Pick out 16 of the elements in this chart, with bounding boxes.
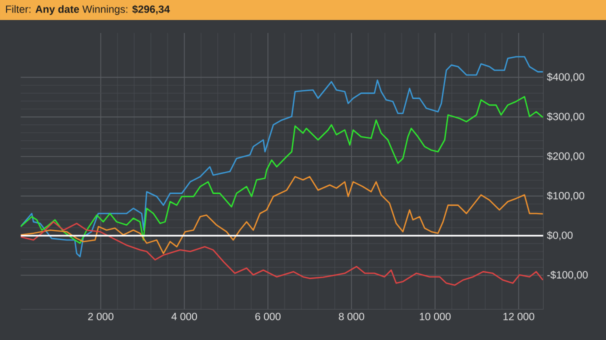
y-tick-label: $100,00: [546, 192, 584, 201]
y-tick-label: $300,00: [546, 112, 584, 122]
y-tick-label: $200,00: [546, 152, 584, 162]
x-tick-label: 12 000: [503, 312, 534, 320]
y-tick-label: $0,00: [546, 231, 573, 240]
x-tick-label: 4 000: [171, 312, 197, 320]
x-tick-label: 6 000: [255, 312, 281, 320]
x-tick-label: 8 000: [338, 312, 364, 320]
line-series: [20, 176, 544, 254]
y-tick-label: -$100,00: [547, 270, 588, 280]
chart-title: Filter: Any date Winnings: $296,34: [6, 5, 170, 15]
x-tick-label: 2 000: [88, 312, 114, 320]
y-tick-label: $400,00: [546, 72, 584, 82]
line-series: [20, 221, 544, 286]
line-series: [20, 96, 544, 244]
x-tick-label: 10 000: [420, 312, 451, 320]
